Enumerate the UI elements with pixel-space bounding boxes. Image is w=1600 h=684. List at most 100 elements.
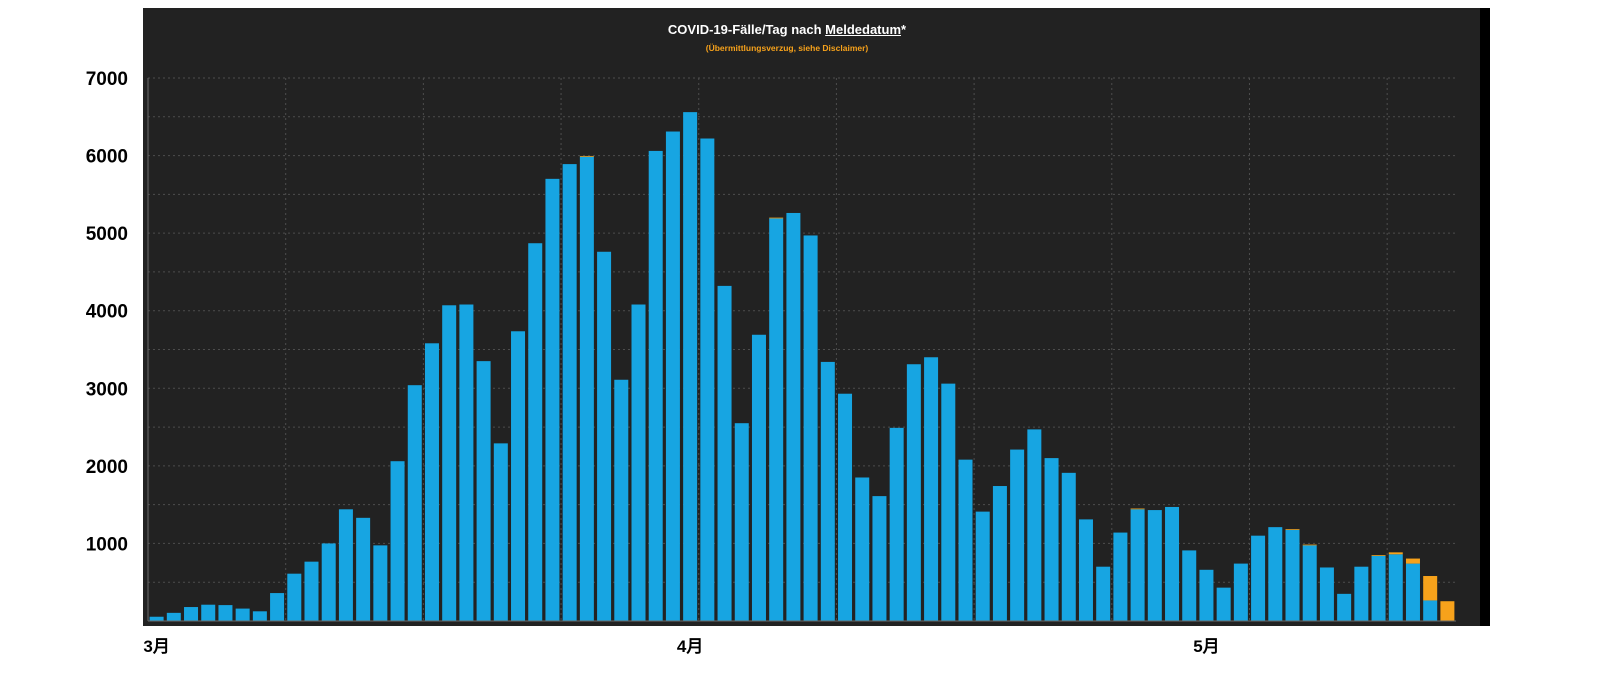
meldedatum-link[interactable]: Meldedatum <box>825 22 902 37</box>
bar[interactable] <box>683 112 698 621</box>
bar[interactable] <box>889 427 904 621</box>
bar[interactable] <box>820 361 835 621</box>
bar[interactable] <box>373 545 388 621</box>
bar[interactable] <box>304 561 319 621</box>
bar[interactable] <box>270 593 285 621</box>
bar[interactable] <box>459 304 474 621</box>
bar[interactable] <box>528 243 543 621</box>
bar[interactable] <box>717 285 732 621</box>
bar-top-segment[interactable] <box>1440 601 1455 621</box>
bar[interactable] <box>1251 535 1266 621</box>
bar[interactable] <box>1302 545 1317 621</box>
x-tick-label: 3月 <box>143 637 169 656</box>
bar[interactable] <box>941 383 956 621</box>
chart-subtitle: (Übermittlungsverzug, siehe Disclaimer) <box>705 43 869 53</box>
bar[interactable] <box>1285 529 1300 621</box>
bar[interactable] <box>201 604 216 621</box>
bar[interactable] <box>1337 593 1352 621</box>
bar[interactable] <box>1388 554 1403 621</box>
bar[interactable] <box>648 150 663 621</box>
bar[interactable] <box>906 364 921 621</box>
bar-top-segment[interactable] <box>1285 529 1300 530</box>
bar[interactable] <box>1268 527 1283 621</box>
bar[interactable] <box>665 131 680 621</box>
bar[interactable] <box>631 304 646 621</box>
bar[interactable] <box>493 443 508 621</box>
bar-top-segment[interactable] <box>1371 555 1386 556</box>
bar[interactable] <box>1199 569 1214 621</box>
bar[interactable] <box>1096 566 1111 621</box>
bar[interactable] <box>424 343 439 621</box>
bar[interactable] <box>786 212 801 621</box>
bar[interactable] <box>1130 509 1145 621</box>
bar[interactable] <box>1113 532 1128 621</box>
panel-right-edge <box>1480 8 1490 626</box>
bar[interactable] <box>1165 506 1180 621</box>
bar[interactable] <box>1371 555 1386 621</box>
bar[interactable] <box>545 178 560 622</box>
bar[interactable] <box>562 164 577 621</box>
bar[interactable] <box>1233 563 1248 621</box>
y-tick-label: 5000 <box>86 224 128 245</box>
bar[interactable] <box>614 379 629 621</box>
x-tick-label: 5月 <box>1193 637 1219 656</box>
bar[interactable] <box>356 517 371 621</box>
bar-top-segment[interactable] <box>579 155 594 157</box>
bar[interactable] <box>855 477 870 621</box>
bar[interactable] <box>1147 510 1162 621</box>
bar[interactable] <box>442 305 457 621</box>
bar[interactable] <box>184 607 199 621</box>
bar[interactable] <box>769 218 784 621</box>
bar[interactable] <box>1423 600 1438 621</box>
gridlines <box>148 77 1456 621</box>
bar[interactable] <box>1182 550 1197 621</box>
bar[interactable] <box>597 251 612 621</box>
bar[interactable] <box>166 612 181 621</box>
bar-top-segment[interactable] <box>769 217 784 219</box>
bar[interactable] <box>838 393 853 621</box>
bar[interactable] <box>511 331 526 621</box>
x-axis-labels: 3月 4月 5月 <box>143 637 1219 656</box>
bar[interactable] <box>321 543 336 621</box>
bar[interactable] <box>252 611 267 621</box>
bar[interactable] <box>390 461 405 621</box>
bar[interactable] <box>1405 563 1420 621</box>
bar-top-segment[interactable] <box>1405 558 1420 564</box>
bar[interactable] <box>579 156 594 622</box>
bar[interactable] <box>1354 566 1369 621</box>
bar[interactable] <box>287 573 302 621</box>
bar[interactable] <box>1319 567 1334 621</box>
bar[interactable] <box>338 509 353 621</box>
bar[interactable] <box>700 138 715 621</box>
bar[interactable] <box>924 357 939 621</box>
bar[interactable] <box>992 486 1007 621</box>
bar[interactable] <box>975 511 990 621</box>
bar[interactable] <box>1216 587 1231 621</box>
bar-top-segment[interactable] <box>1423 576 1438 601</box>
bar[interactable] <box>235 608 250 621</box>
axes <box>147 78 1456 622</box>
bar[interactable] <box>149 616 164 621</box>
y-tick-label: 6000 <box>86 147 128 168</box>
title-asterisk: * <box>901 22 907 37</box>
title-text: COVID-19-Fälle/Tag nach <box>667 22 826 37</box>
bar[interactable] <box>1027 429 1042 621</box>
bar[interactable] <box>1044 458 1059 621</box>
bar-top-segment[interactable] <box>1130 508 1145 510</box>
bar[interactable] <box>1061 472 1076 621</box>
bar[interactable] <box>476 361 491 621</box>
bar[interactable] <box>872 496 887 621</box>
x-tick-label: 4月 <box>677 637 703 656</box>
bar[interactable] <box>734 423 749 621</box>
y-tick-label: 1000 <box>86 534 128 555</box>
bar[interactable] <box>751 334 766 621</box>
bar-top-segment[interactable] <box>1302 544 1317 546</box>
bar[interactable] <box>803 235 818 621</box>
bar[interactable] <box>218 605 233 621</box>
bar[interactable] <box>958 459 973 621</box>
bar[interactable] <box>1078 519 1093 621</box>
bar-top-segment[interactable] <box>1388 552 1403 555</box>
bar[interactable] <box>407 385 422 621</box>
bar[interactable] <box>1010 449 1025 621</box>
